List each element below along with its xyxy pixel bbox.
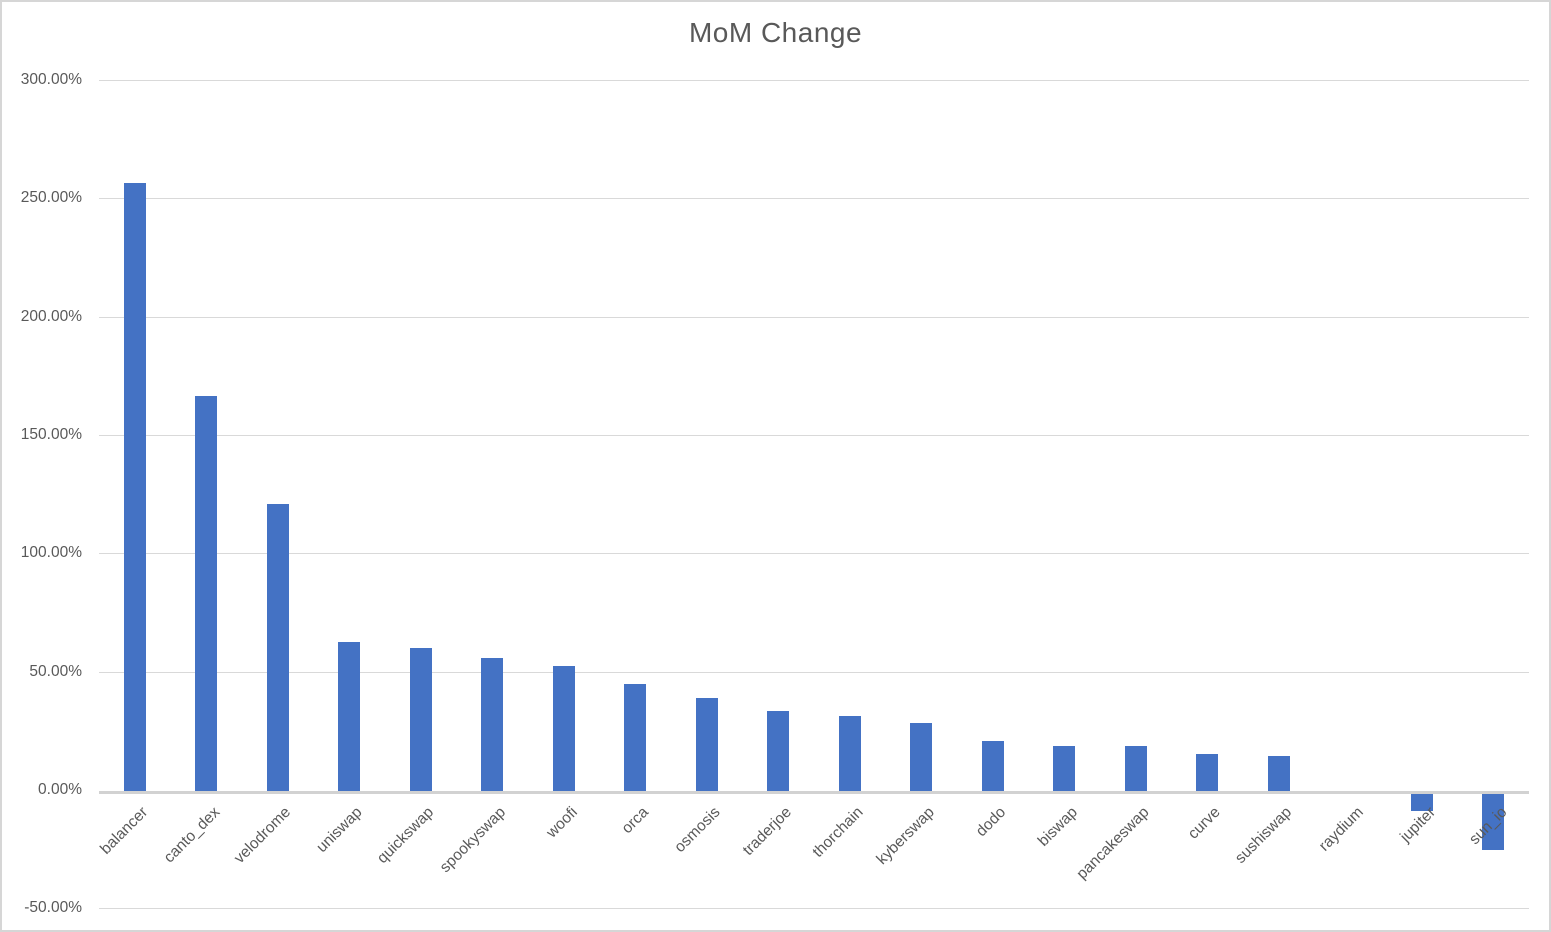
chart-title: MoM Change — [688, 17, 863, 48]
x-label-uniswap: uniswap — [313, 803, 366, 856]
x-label-velodrome: velodrome — [231, 803, 295, 867]
y-tick-label: 300.00% — [20, 71, 82, 88]
x-label-osmosis: osmosis — [671, 803, 724, 856]
bar-curve — [1196, 754, 1219, 792]
bar-osmosis — [695, 697, 718, 792]
gridline-50 — [99, 671, 1529, 673]
x-label-canto_dex: canto_dex — [160, 803, 223, 867]
bar-canto_dex — [195, 396, 218, 792]
x-axis-line — [99, 791, 1529, 795]
bar-biswap — [1053, 746, 1076, 792]
bar-orca — [624, 684, 647, 792]
gridline-100 — [99, 553, 1529, 555]
gridline-150 — [99, 435, 1529, 437]
bar-woofi — [552, 666, 575, 792]
x-label-pancakeswap: pancakeswap — [1073, 803, 1153, 883]
bar-quickswap — [409, 647, 432, 792]
x-label-curve: curve — [1185, 803, 1224, 843]
y-tick-label: 200.00% — [20, 307, 82, 325]
gridline-250 — [99, 198, 1529, 200]
gridline--50 — [99, 908, 1529, 910]
y-tick-label: 100.00% — [20, 544, 82, 562]
x-label-sushiswap: sushiswap — [1232, 803, 1296, 867]
bar-sun_io — [1482, 794, 1505, 851]
bar-balancer — [123, 183, 146, 792]
x-label-thorchain: thorchain — [809, 803, 867, 861]
x-label-traderjoe: traderjoe — [739, 803, 795, 860]
bar-traderjoe — [767, 711, 790, 792]
x-label-quickswap: quickswap — [374, 803, 438, 867]
y-tick-label: 50.00% — [29, 662, 82, 680]
bar-pancakeswap — [1124, 746, 1147, 792]
y-tick-label: 150.00% — [20, 426, 82, 444]
gridline-300 — [99, 80, 1529, 81]
bar-kyberswap — [910, 722, 933, 792]
x-label-kyberswap: kyberswap — [873, 803, 938, 869]
bar-velodrome — [266, 503, 289, 792]
x-label-biswap: biswap — [1034, 803, 1081, 850]
bar-sushiswap — [1267, 755, 1290, 792]
y-tick-label: -50.00% — [24, 899, 82, 917]
y-tick-label: 0.00% — [38, 781, 82, 799]
bar-jupiter — [1410, 794, 1433, 811]
x-label-raydium: raydium — [1315, 803, 1367, 855]
x-label-orca: orca — [618, 803, 652, 838]
bar-spookyswap — [481, 657, 504, 792]
y-tick-label: 250.00% — [20, 189, 82, 207]
bar-thorchain — [838, 716, 861, 792]
bar-dodo — [981, 740, 1004, 792]
x-label-balancer: balancer — [97, 803, 152, 858]
x-label-woofi: woofi — [542, 803, 581, 842]
gridline-200 — [99, 316, 1529, 318]
x-label-spookyswap: spookyswap — [436, 803, 509, 877]
bar-uniswap — [338, 642, 361, 792]
x-label-dodo: dodo — [973, 803, 1010, 841]
